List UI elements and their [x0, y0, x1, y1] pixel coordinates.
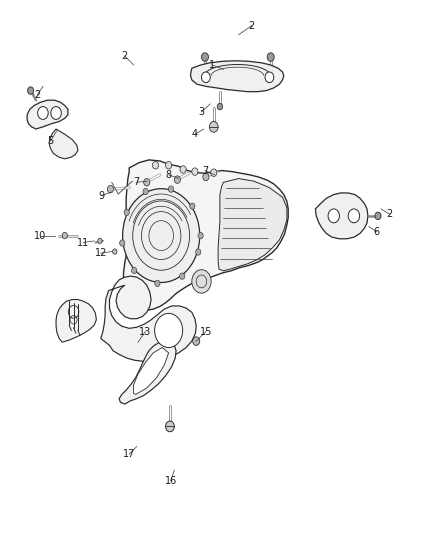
- Circle shape: [123, 189, 200, 282]
- Polygon shape: [191, 61, 284, 92]
- Circle shape: [98, 238, 102, 244]
- Circle shape: [201, 53, 208, 61]
- Text: 2: 2: [387, 209, 393, 219]
- Circle shape: [180, 166, 186, 173]
- Text: 7: 7: [134, 177, 140, 187]
- Circle shape: [217, 103, 223, 110]
- Text: 2: 2: [122, 51, 128, 61]
- Text: 12: 12: [95, 248, 107, 258]
- Text: 13: 13: [139, 327, 152, 336]
- Circle shape: [113, 249, 117, 254]
- Circle shape: [203, 173, 209, 181]
- Text: 2: 2: [34, 90, 40, 100]
- Circle shape: [328, 209, 339, 223]
- Polygon shape: [101, 276, 196, 361]
- Polygon shape: [218, 179, 287, 271]
- Circle shape: [51, 107, 61, 119]
- Circle shape: [375, 212, 381, 220]
- Text: 7: 7: [202, 166, 208, 175]
- Circle shape: [124, 209, 129, 216]
- Circle shape: [168, 186, 173, 192]
- Polygon shape: [49, 129, 78, 159]
- Polygon shape: [27, 100, 68, 129]
- Polygon shape: [119, 341, 176, 404]
- Text: 10: 10: [34, 231, 46, 240]
- Circle shape: [144, 179, 150, 186]
- Circle shape: [196, 249, 201, 255]
- Circle shape: [198, 232, 203, 239]
- Text: 15: 15: [200, 327, 212, 336]
- Polygon shape: [56, 300, 96, 342]
- Circle shape: [166, 161, 172, 169]
- Circle shape: [143, 188, 148, 195]
- Circle shape: [155, 280, 160, 287]
- Circle shape: [209, 122, 218, 132]
- Circle shape: [174, 176, 180, 183]
- Circle shape: [211, 169, 217, 176]
- Text: 4: 4: [192, 130, 198, 139]
- Circle shape: [201, 72, 210, 83]
- Circle shape: [107, 185, 113, 193]
- Circle shape: [190, 203, 195, 209]
- Circle shape: [155, 313, 183, 348]
- Circle shape: [348, 209, 360, 223]
- Text: 2: 2: [249, 21, 255, 30]
- Circle shape: [38, 107, 48, 119]
- Polygon shape: [134, 348, 169, 394]
- Circle shape: [131, 267, 137, 273]
- Circle shape: [192, 270, 211, 293]
- Text: 6: 6: [374, 227, 380, 237]
- Circle shape: [180, 273, 185, 279]
- Circle shape: [166, 421, 174, 432]
- Text: 17: 17: [123, 449, 135, 459]
- Text: 11: 11: [77, 238, 89, 247]
- Circle shape: [193, 337, 200, 345]
- Circle shape: [62, 232, 67, 239]
- Circle shape: [120, 240, 125, 246]
- Text: 16: 16: [165, 476, 177, 486]
- Circle shape: [152, 161, 159, 169]
- Circle shape: [28, 87, 34, 94]
- Circle shape: [192, 168, 198, 175]
- Text: 1: 1: [209, 60, 215, 70]
- Circle shape: [267, 53, 274, 61]
- Text: 8: 8: [166, 170, 172, 180]
- Text: 9: 9: [99, 191, 105, 200]
- Polygon shape: [124, 160, 288, 310]
- Circle shape: [265, 72, 274, 83]
- Text: 3: 3: [198, 107, 205, 117]
- Polygon shape: [315, 193, 368, 239]
- Text: 5: 5: [47, 136, 53, 146]
